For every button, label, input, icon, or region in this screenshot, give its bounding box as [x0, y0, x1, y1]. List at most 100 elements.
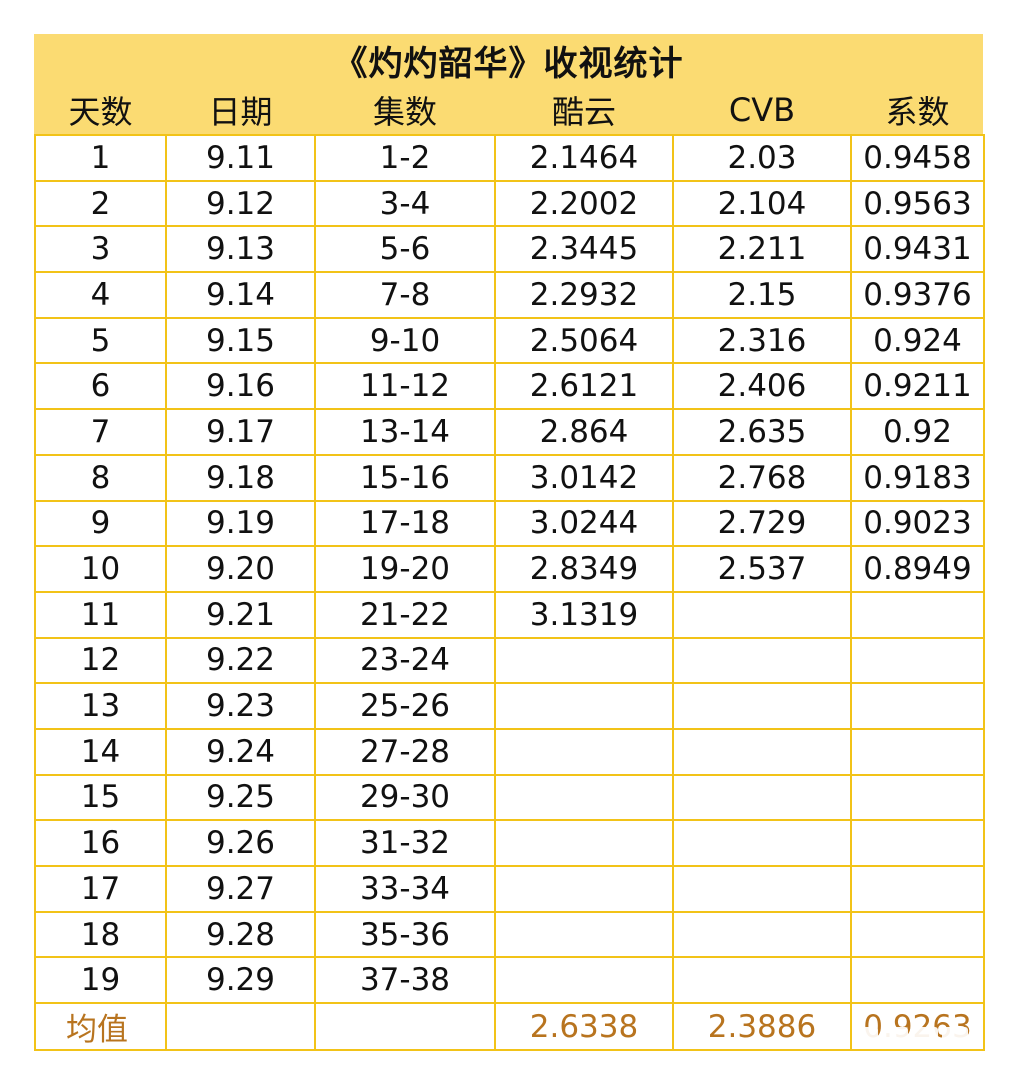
cell-kuyun: 3.1319 — [494, 590, 674, 639]
header-band — [34, 86, 983, 134]
cell-coefficient — [850, 910, 985, 959]
cell-kuyun: 2.2932 — [494, 271, 674, 319]
cell-episodes: 5-6 — [314, 225, 496, 274]
ratings-sheet: 《灼灼韶华》收视统计 天数 日期 集数 酷云 CVB 系数 1 9.11 1-2 2.… — [34, 34, 985, 1052]
cell-cvb: 2.768 — [672, 453, 852, 502]
cell-cvb — [672, 819, 852, 867]
table-row: 17 9.27 33-34 — [34, 865, 985, 913]
cell-episodes: 21-22 — [314, 590, 496, 639]
cell-episodes: 27-28 — [314, 727, 496, 776]
cell-date: 9.25 — [165, 773, 316, 822]
cell-day: 2 — [34, 179, 167, 228]
cell-episodes: 15-16 — [314, 453, 496, 502]
cell-cvb: 2.104 — [672, 179, 852, 228]
cell-kuyun: 2.2002 — [494, 179, 674, 228]
table-row: 6 9.16 11-12 2.6121 2.406 0.9211 — [34, 362, 985, 411]
table-row: 11 9.21 21-22 3.1319 — [34, 590, 985, 639]
cell-day: 19 — [34, 956, 167, 1005]
cell-kuyun: 2.864 — [494, 408, 674, 456]
cell-date: 9.26 — [165, 819, 316, 867]
header-day: 天数 — [68, 93, 133, 131]
cell-coefficient: 0.9431 — [850, 225, 985, 274]
cell-coefficient — [850, 956, 985, 1005]
table-row: 5 9.15 9-10 2.5064 2.316 0.924 — [34, 316, 985, 365]
cell-date: 9.14 — [165, 271, 316, 319]
cell-cvb — [672, 773, 852, 822]
cell-date: 9.22 — [165, 636, 316, 685]
cell-coefficient — [850, 682, 985, 730]
cell-kuyun — [494, 910, 674, 959]
cell-episodes: 13-14 — [314, 408, 496, 456]
header-episodes: 集数 — [372, 93, 437, 131]
cell-kuyun — [494, 636, 674, 685]
watermark-overlay — [852, 1025, 980, 1047]
table-row: 13 9.23 25-26 — [34, 682, 985, 730]
table-row: 19 9.29 37-38 — [34, 956, 985, 1005]
cell-cvb — [672, 865, 852, 913]
cell-cvb — [672, 956, 852, 1005]
cell-cvb: 2.406 — [672, 362, 852, 411]
cell-date: 9.29 — [165, 956, 316, 1005]
cell-cvb — [672, 910, 852, 959]
table-row: 8 9.18 15-16 3.0142 2.768 0.9183 — [34, 453, 985, 502]
cell-episodes: 7-8 — [314, 271, 496, 319]
cell-date: 9.20 — [165, 545, 316, 593]
header-coefficient: 系数 — [885, 93, 950, 131]
cell-date: 9.24 — [165, 727, 316, 776]
cell-cvb: 2.729 — [672, 499, 852, 548]
cell-coefficient — [850, 819, 985, 867]
table-row: 3 9.13 5-6 2.3445 2.211 0.9431 — [34, 225, 985, 274]
cell-episodes: 31-32 — [314, 819, 496, 867]
cell-episodes: 29-30 — [314, 773, 496, 822]
cell-coefficient — [850, 773, 985, 822]
average-kuyun: 2.6338 — [494, 1002, 674, 1052]
cell-day: 1 — [34, 134, 167, 182]
cell-episodes: 11-12 — [314, 362, 496, 411]
average-cvb: 2.3886 — [672, 1002, 852, 1052]
table-row: 1 9.11 1-2 2.1464 2.03 0.9458 — [34, 134, 985, 182]
cell-day: 16 — [34, 819, 167, 867]
cell-kuyun: 2.1464 — [494, 134, 674, 182]
cell-day: 8 — [34, 453, 167, 502]
cell-coefficient — [850, 636, 985, 685]
cell-cvb: 2.316 — [672, 316, 852, 365]
cell-kuyun — [494, 865, 674, 913]
cell-episodes: 33-34 — [314, 865, 496, 913]
cell-kuyun — [494, 773, 674, 822]
cell-date: 9.13 — [165, 225, 316, 274]
average-row: 均值 2.6338 2.3886 0.9263 — [34, 1002, 985, 1052]
cell-coefficient: 0.9183 — [850, 453, 985, 502]
cell-date: 9.19 — [165, 499, 316, 548]
cell-day: 11 — [34, 590, 167, 639]
cell-episodes: 17-18 — [314, 499, 496, 548]
header-date: 日期 — [208, 93, 273, 131]
cell-kuyun — [494, 682, 674, 730]
header-kuyun: 酷云 — [551, 93, 616, 131]
cell-day: 5 — [34, 316, 167, 365]
cell-coefficient — [850, 727, 985, 776]
ratings-table: 天数 日期 集数 酷云 CVB 系数 1 9.11 1-2 2.1464 2.03 0.9… — [34, 86, 985, 1052]
cell-coefficient: 0.9376 — [850, 271, 985, 319]
cell-kuyun: 2.8349 — [494, 545, 674, 593]
cell-coefficient: 0.9563 — [850, 179, 985, 228]
table-row: 4 9.14 7-8 2.2932 2.15 0.9376 — [34, 271, 985, 319]
cell-day: 6 — [34, 362, 167, 411]
cell-episodes: 37-38 — [314, 956, 496, 1005]
sheet-title: 《灼灼韶华》收视统计 — [333, 43, 684, 84]
cell-kuyun: 2.5064 — [494, 316, 674, 365]
cell-cvb: 2.03 — [672, 134, 852, 182]
cell-episodes: 1-2 — [314, 134, 496, 182]
cell-cvb: 2.15 — [672, 271, 852, 319]
cell-coefficient: 0.924 — [850, 316, 985, 365]
cell-cvb — [672, 590, 852, 639]
cell-date: 9.28 — [165, 910, 316, 959]
cell-coefficient: 0.9458 — [850, 134, 985, 182]
cell-day: 4 — [34, 271, 167, 319]
cell-coefficient — [850, 865, 985, 913]
cell-kuyun: 2.6121 — [494, 362, 674, 411]
cell-episodes: 9-10 — [314, 316, 496, 365]
table-row: 12 9.22 23-24 — [34, 636, 985, 685]
cell-day: 15 — [34, 773, 167, 822]
cell-day: 9 — [34, 499, 167, 548]
average-cell-date — [165, 1002, 316, 1052]
